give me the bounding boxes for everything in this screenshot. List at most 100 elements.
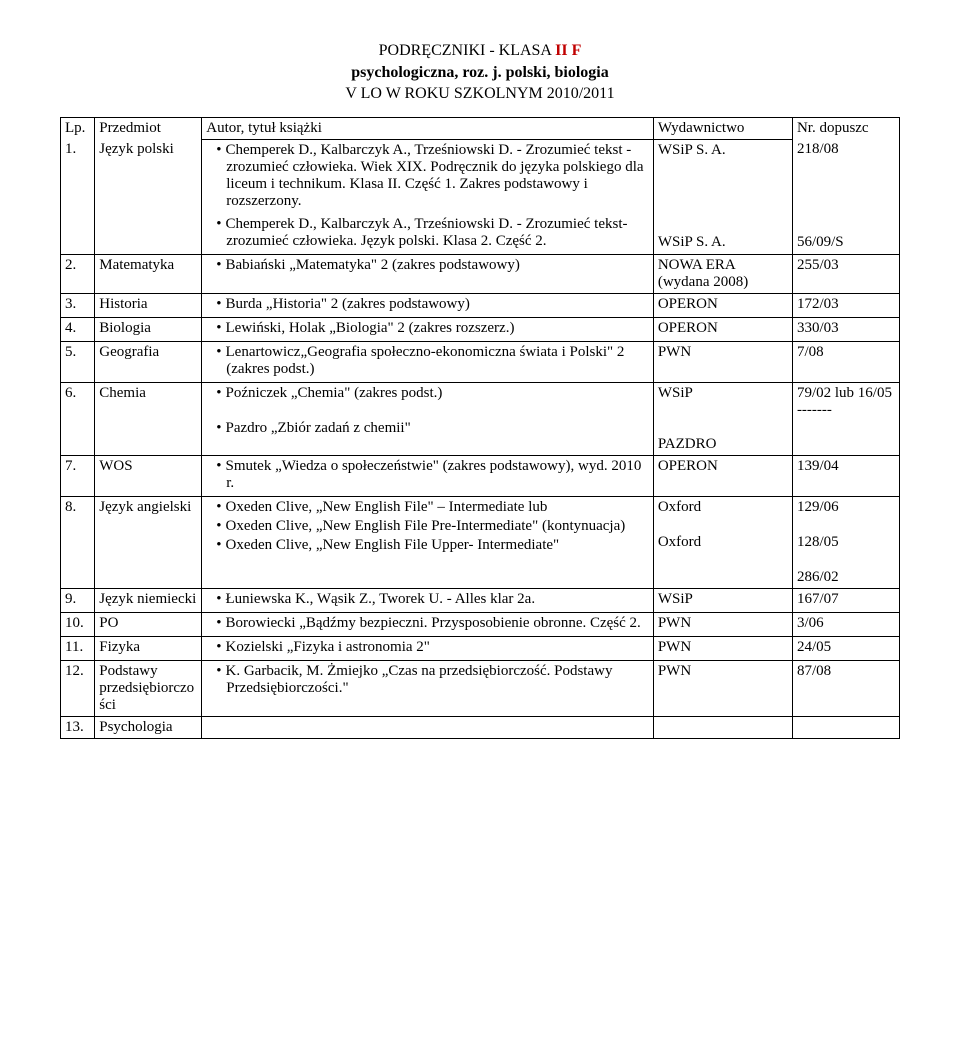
book-item: Pazdro „Zbiór zadań z chemii" [216, 420, 649, 437]
cell-author: K. Garbacik, M. Żmiejko „Czas na przedsi… [202, 660, 654, 716]
cell-publisher: Oxford Oxford [653, 496, 792, 588]
cell-lp: 3. [61, 293, 95, 317]
th-nr: Nr. dopuszc [792, 117, 899, 139]
cell-author: Smutek „Wiedza o społeczeństwie" (zakres… [202, 455, 654, 496]
cell-nr: 56/09/S [792, 214, 899, 255]
table-row: 11. Fizyka Kozielski „Fizyka i astronomi… [61, 636, 900, 660]
cell-nr: 172/03 [792, 293, 899, 317]
header-class-code: II F [555, 42, 581, 59]
cell-author: Oxeden Clive, „New English File" – Inter… [202, 496, 654, 588]
book-item: Kozielski „Fizyka i astronomia 2" [216, 639, 649, 656]
cell-lp [61, 214, 95, 255]
cell-publisher: PWN [653, 636, 792, 660]
cell-author: Kozielski „Fizyka i astronomia 2" [202, 636, 654, 660]
cell-subject: WOS [95, 455, 202, 496]
book-item: Poźniczek „Chemia" (zakres podst.) [216, 385, 649, 402]
table-row: 3. Historia Burda „Historia" 2 (zakres p… [61, 293, 900, 317]
cell-publisher: WSiP S. A. [653, 214, 792, 255]
book-item: Babiański „Matematyka" 2 (zakres podstaw… [216, 257, 649, 274]
cell-subject: Język polski [95, 139, 202, 214]
book-item: Lewiński, Holak „Biologia" 2 (zakres roz… [216, 320, 649, 337]
publisher-label: PAZDRO [658, 436, 788, 453]
nr-label: 79/02 lub 16/05 [797, 385, 895, 402]
th-subject: Przedmiot [95, 117, 202, 139]
cell-subject: Historia [95, 293, 202, 317]
cell-nr: 167/07 [792, 588, 899, 612]
textbook-table: Lp. Przedmiot Autor, tytuł książki Wydaw… [60, 117, 900, 739]
book-item: K. Garbacik, M. Żmiejko „Czas na przedsi… [216, 663, 649, 697]
table-row: 7. WOS Smutek „Wiedza o społeczeństwie" … [61, 455, 900, 496]
header-prefix: PODRĘCZNIKI - KLASA [379, 42, 555, 59]
publisher-label: Oxford [658, 534, 788, 551]
cell-subject: Język niemiecki [95, 588, 202, 612]
cell-nr [792, 716, 899, 738]
th-publisher: Wydawnictwo [653, 117, 792, 139]
header-line-1: PODRĘCZNIKI - KLASA II F [60, 40, 900, 62]
cell-lp: 9. [61, 588, 95, 612]
table-row: 4. Biologia Lewiński, Holak „Biologia" 2… [61, 317, 900, 341]
book-item: Burda „Historia" 2 (zakres podstawowy) [216, 296, 649, 313]
table-row: 10. PO Borowiecki „Bądźmy bezpieczni. Pr… [61, 612, 900, 636]
book-item: Chemperek D., Kalbarczyk A., Trześniowsk… [216, 142, 649, 210]
book-item: Oxeden Clive, „New English File" – Inter… [216, 499, 649, 516]
cell-lp: 12. [61, 660, 95, 716]
cell-nr: 79/02 lub 16/05 ------- [792, 382, 899, 455]
book-item: Oxeden Clive, „New English File Upper- I… [216, 537, 649, 554]
book-item: Oxeden Clive, „New English File Pre-Inte… [216, 518, 649, 535]
header-line-3: V LO W ROKU SZKOLNYM 2010/2011 [60, 83, 900, 105]
cell-publisher: OPERON [653, 317, 792, 341]
publisher-label: WSiP [658, 385, 788, 402]
cell-lp: 7. [61, 455, 95, 496]
cell-author: Lewiński, Holak „Biologia" 2 (zakres roz… [202, 317, 654, 341]
book-item: Łuniewska K., Wąsik Z., Tworek U. - Alle… [216, 591, 649, 608]
cell-author: Łuniewska K., Wąsik Z., Tworek U. - Alle… [202, 588, 654, 612]
cell-publisher: WSiP [653, 588, 792, 612]
cell-author [202, 716, 654, 738]
cell-subject: Podstawy przedsiębiorczości [95, 660, 202, 716]
cell-author: Burda „Historia" 2 (zakres podstawowy) [202, 293, 654, 317]
publisher-label: WSiP S. A. [658, 234, 788, 251]
cell-lp: 8. [61, 496, 95, 588]
header-line-2: psychologiczna, roz. j. polski, biologia [60, 62, 900, 84]
cell-nr: 3/06 [792, 612, 899, 636]
nr-label: 56/09/S [797, 234, 895, 251]
cell-nr: 218/08 [792, 139, 899, 214]
document-header: PODRĘCZNIKI - KLASA II F psychologiczna,… [60, 40, 900, 105]
cell-subject: PO [95, 612, 202, 636]
cell-publisher: WSiP S. A. [653, 139, 792, 214]
cell-lp: 13. [61, 716, 95, 738]
table-row: Chemperek D., Kalbarczyk A., Trześniowsk… [61, 214, 900, 255]
cell-subject: Psychologia [95, 716, 202, 738]
cell-publisher [653, 716, 792, 738]
table-row: 8. Język angielski Oxeden Clive, „New En… [61, 496, 900, 588]
cell-lp: 4. [61, 317, 95, 341]
cell-lp: 11. [61, 636, 95, 660]
nr-label: 129/06 [797, 499, 895, 516]
table-row: 13. Psychologia [61, 716, 900, 738]
cell-nr: 24/05 [792, 636, 899, 660]
table-row: 9. Język niemiecki Łuniewska K., Wąsik Z… [61, 588, 900, 612]
cell-nr: 87/08 [792, 660, 899, 716]
cell-nr: 330/03 [792, 317, 899, 341]
cell-publisher: OPERON [653, 293, 792, 317]
cell-subject: Biologia [95, 317, 202, 341]
table-row: 12. Podstawy przedsiębiorczości K. Garba… [61, 660, 900, 716]
table-header-row: Lp. Przedmiot Autor, tytuł książki Wydaw… [61, 117, 900, 139]
cell-nr: 255/03 [792, 254, 899, 293]
cell-nr: 129/06 128/05 286/02 [792, 496, 899, 588]
cell-lp: 6. [61, 382, 95, 455]
cell-publisher: WSiP PAZDRO [653, 382, 792, 455]
cell-publisher: NOWA ERA (wydana 2008) [653, 254, 792, 293]
th-lp: Lp. [61, 117, 95, 139]
cell-subject: Matematyka [95, 254, 202, 293]
cell-author: Chemperek D., Kalbarczyk A., Trześniowsk… [202, 214, 654, 255]
th-author: Autor, tytuł książki [202, 117, 654, 139]
cell-lp: 5. [61, 341, 95, 382]
nr-label: 286/02 [797, 569, 895, 586]
table-row: 2. Matematyka Babiański „Matematyka" 2 (… [61, 254, 900, 293]
cell-author: Poźniczek „Chemia" (zakres podst.) Pazdr… [202, 382, 654, 455]
cell-subject: Język angielski [95, 496, 202, 588]
cell-lp: 10. [61, 612, 95, 636]
book-item: Borowiecki „Bądźmy bezpieczni. Przysposo… [216, 615, 649, 632]
cell-author: Chemperek D., Kalbarczyk A., Trześniowsk… [202, 139, 654, 214]
